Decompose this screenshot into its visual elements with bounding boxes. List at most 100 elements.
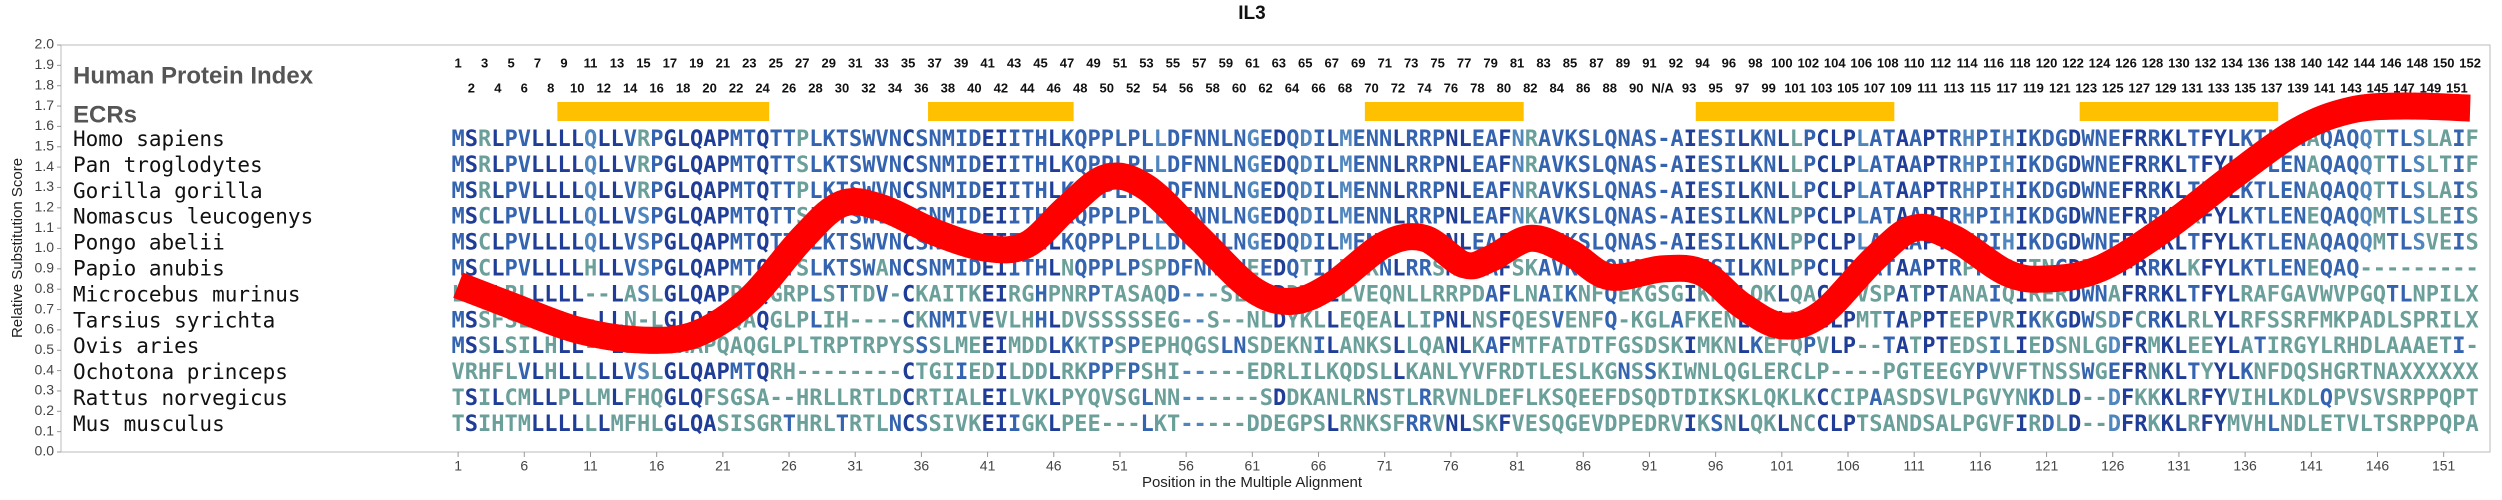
- residue: A: [1538, 153, 1551, 178]
- human-index: 103: [1811, 80, 1833, 95]
- residue: P: [1048, 282, 1061, 307]
- residue: E: [1697, 205, 1710, 230]
- residue: L: [1737, 205, 1750, 230]
- residue: L: [2055, 412, 2068, 437]
- residue: S: [849, 231, 862, 256]
- residue: -: [1617, 308, 1630, 333]
- residue: K: [1366, 412, 1380, 437]
- residue: N: [1578, 308, 1591, 333]
- residue: S: [716, 412, 729, 437]
- residue: L: [1458, 334, 1471, 359]
- residue: X: [2465, 360, 2478, 385]
- residue: I: [955, 308, 968, 333]
- residue: S: [465, 231, 478, 256]
- residue: E: [1578, 386, 1591, 411]
- human-index: 14: [623, 80, 638, 95]
- human-index: 10: [570, 80, 584, 95]
- residue: N: [1723, 334, 1736, 359]
- residue: R: [849, 412, 863, 437]
- residue: Q: [1763, 386, 1776, 411]
- residue: L: [783, 308, 796, 333]
- residue: M: [730, 153, 743, 178]
- ecr-bar: [2079, 102, 2279, 121]
- residue: V: [1074, 308, 1087, 333]
- human-index: 26: [782, 80, 796, 95]
- residue: A: [1670, 127, 1683, 152]
- human-index: 30: [835, 80, 849, 95]
- residue: D: [1644, 334, 1657, 359]
- residue: L: [2174, 127, 2187, 152]
- residue: F: [1498, 334, 1511, 359]
- human-index: 1: [454, 55, 461, 70]
- residue: I: [2015, 412, 2028, 437]
- human-index: 41: [980, 55, 994, 70]
- residue: T: [2373, 127, 2386, 152]
- residue: T: [769, 127, 782, 152]
- human-index: 73: [1404, 55, 1418, 70]
- residue: K: [1034, 386, 1048, 411]
- residue: E: [981, 127, 994, 152]
- residue: F: [1498, 412, 1511, 437]
- residue: F: [2121, 153, 2134, 178]
- residue: G: [2094, 360, 2107, 385]
- residue: K: [1538, 386, 1552, 411]
- residue: Q: [690, 282, 703, 307]
- residue: Q: [2320, 205, 2333, 230]
- residue: V: [2227, 386, 2240, 411]
- residue: H: [478, 360, 491, 385]
- residue: L: [1326, 412, 1339, 437]
- residue: S: [1922, 412, 1935, 437]
- residue: H: [544, 360, 557, 385]
- residue: T: [2028, 360, 2041, 385]
- residue: I: [1723, 153, 1736, 178]
- residue: T: [1882, 127, 1895, 152]
- residue: E: [1697, 127, 1710, 152]
- residue: N: [1578, 282, 1591, 307]
- residue: K: [2161, 412, 2175, 437]
- residue: F: [1604, 386, 1617, 411]
- residue: P: [504, 257, 517, 282]
- residue: G: [2055, 127, 2068, 152]
- human-index: 17: [663, 55, 677, 70]
- residue: S: [2267, 308, 2280, 333]
- residue: L: [531, 257, 544, 282]
- residue: W: [862, 153, 876, 178]
- residue: L: [2426, 179, 2439, 204]
- residue: L: [1750, 360, 1763, 385]
- human-index: 25: [769, 55, 783, 70]
- residue: T: [2386, 205, 2399, 230]
- residue: Q: [2346, 205, 2359, 230]
- residue: S: [1366, 360, 1379, 385]
- x-tick-label: 21: [715, 458, 731, 474]
- residue: -: [2094, 386, 2107, 411]
- residue: I: [2452, 127, 2465, 152]
- residue: L: [1829, 231, 1842, 256]
- residue: I: [1551, 282, 1564, 307]
- residue: H: [1034, 127, 1047, 152]
- human-index: 151: [2446, 80, 2468, 95]
- residue: S: [465, 386, 478, 411]
- residue: P: [1803, 231, 1816, 256]
- residue: M: [1339, 179, 1352, 204]
- residue: T: [1167, 412, 1180, 437]
- residue: N: [1445, 334, 1458, 359]
- residue: F: [1776, 334, 1789, 359]
- residue: R: [2028, 412, 2042, 437]
- residue: K: [1750, 179, 1764, 204]
- residue: S: [465, 127, 478, 152]
- residue: A: [2333, 257, 2346, 282]
- residue: L: [2174, 334, 2187, 359]
- residue: P: [1975, 360, 1988, 385]
- human-index: 53: [1139, 55, 1153, 70]
- residue: K: [2028, 153, 2042, 178]
- residue: H: [1034, 179, 1047, 204]
- residue: L: [1776, 412, 1789, 437]
- residue: A: [1670, 308, 1683, 333]
- residue: L: [610, 231, 623, 256]
- residue: D: [2068, 205, 2081, 230]
- residue: L: [1048, 412, 1061, 437]
- residue: Y: [2306, 334, 2320, 359]
- human-index: 11: [584, 55, 598, 70]
- human-index-label: Human Protein Index: [73, 62, 314, 89]
- residue: L: [809, 153, 822, 178]
